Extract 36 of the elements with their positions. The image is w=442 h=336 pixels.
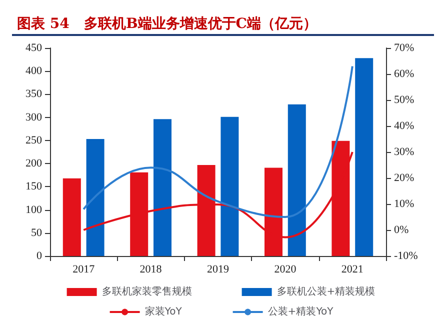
y-tick-label: 450	[26, 42, 42, 54]
y-tick-label: 300	[26, 111, 42, 124]
legend-label: 多联机家装零售规模	[102, 286, 192, 298]
bar	[86, 139, 104, 256]
chart-title: 图表 54 多联机B端业务增速优于C端（亿元）	[17, 16, 317, 32]
y-tick-label: 0	[36, 250, 42, 262]
y-tick-label: 250	[26, 134, 42, 146]
y-tick-label: 50	[31, 226, 42, 239]
y2-tick-label: 70%	[394, 42, 414, 54]
y-tick-label: 100	[26, 204, 42, 216]
y-tick-label: 350	[26, 88, 42, 100]
x-tick-label: 2018	[140, 264, 162, 276]
y2-tick-label: 10%	[394, 198, 414, 210]
y2-tick-label: -10%	[394, 250, 418, 262]
y2-tick-label: 20%	[394, 172, 414, 184]
y-tick-label: 200	[26, 158, 42, 170]
legend-label: 公装+精装YoY	[268, 306, 334, 318]
y2-tick-label: 50%	[394, 94, 414, 106]
bar	[288, 104, 306, 256]
legend-label: 家装YoY	[144, 306, 183, 318]
y-tick-label: 400	[26, 65, 42, 78]
x-tick-label: 2017	[72, 264, 96, 276]
y2-tick-label: 30%	[394, 146, 414, 158]
bar	[154, 119, 172, 256]
y2-tick-label: 40%	[394, 120, 414, 132]
bar	[62, 178, 81, 256]
x-tick-label: 2021	[341, 264, 364, 276]
y2-tick-label: 60%	[394, 68, 414, 80]
legend-label: 多联机公装+精装规模	[276, 286, 376, 298]
x-tick-label: 2020	[274, 264, 297, 276]
x-tick-label: 2019	[207, 264, 230, 276]
bar	[355, 58, 374, 256]
line-series	[82, 65, 354, 218]
bar	[220, 116, 239, 256]
y-tick-label: 150	[26, 180, 42, 193]
y2-tick-label: 0%	[394, 224, 409, 236]
